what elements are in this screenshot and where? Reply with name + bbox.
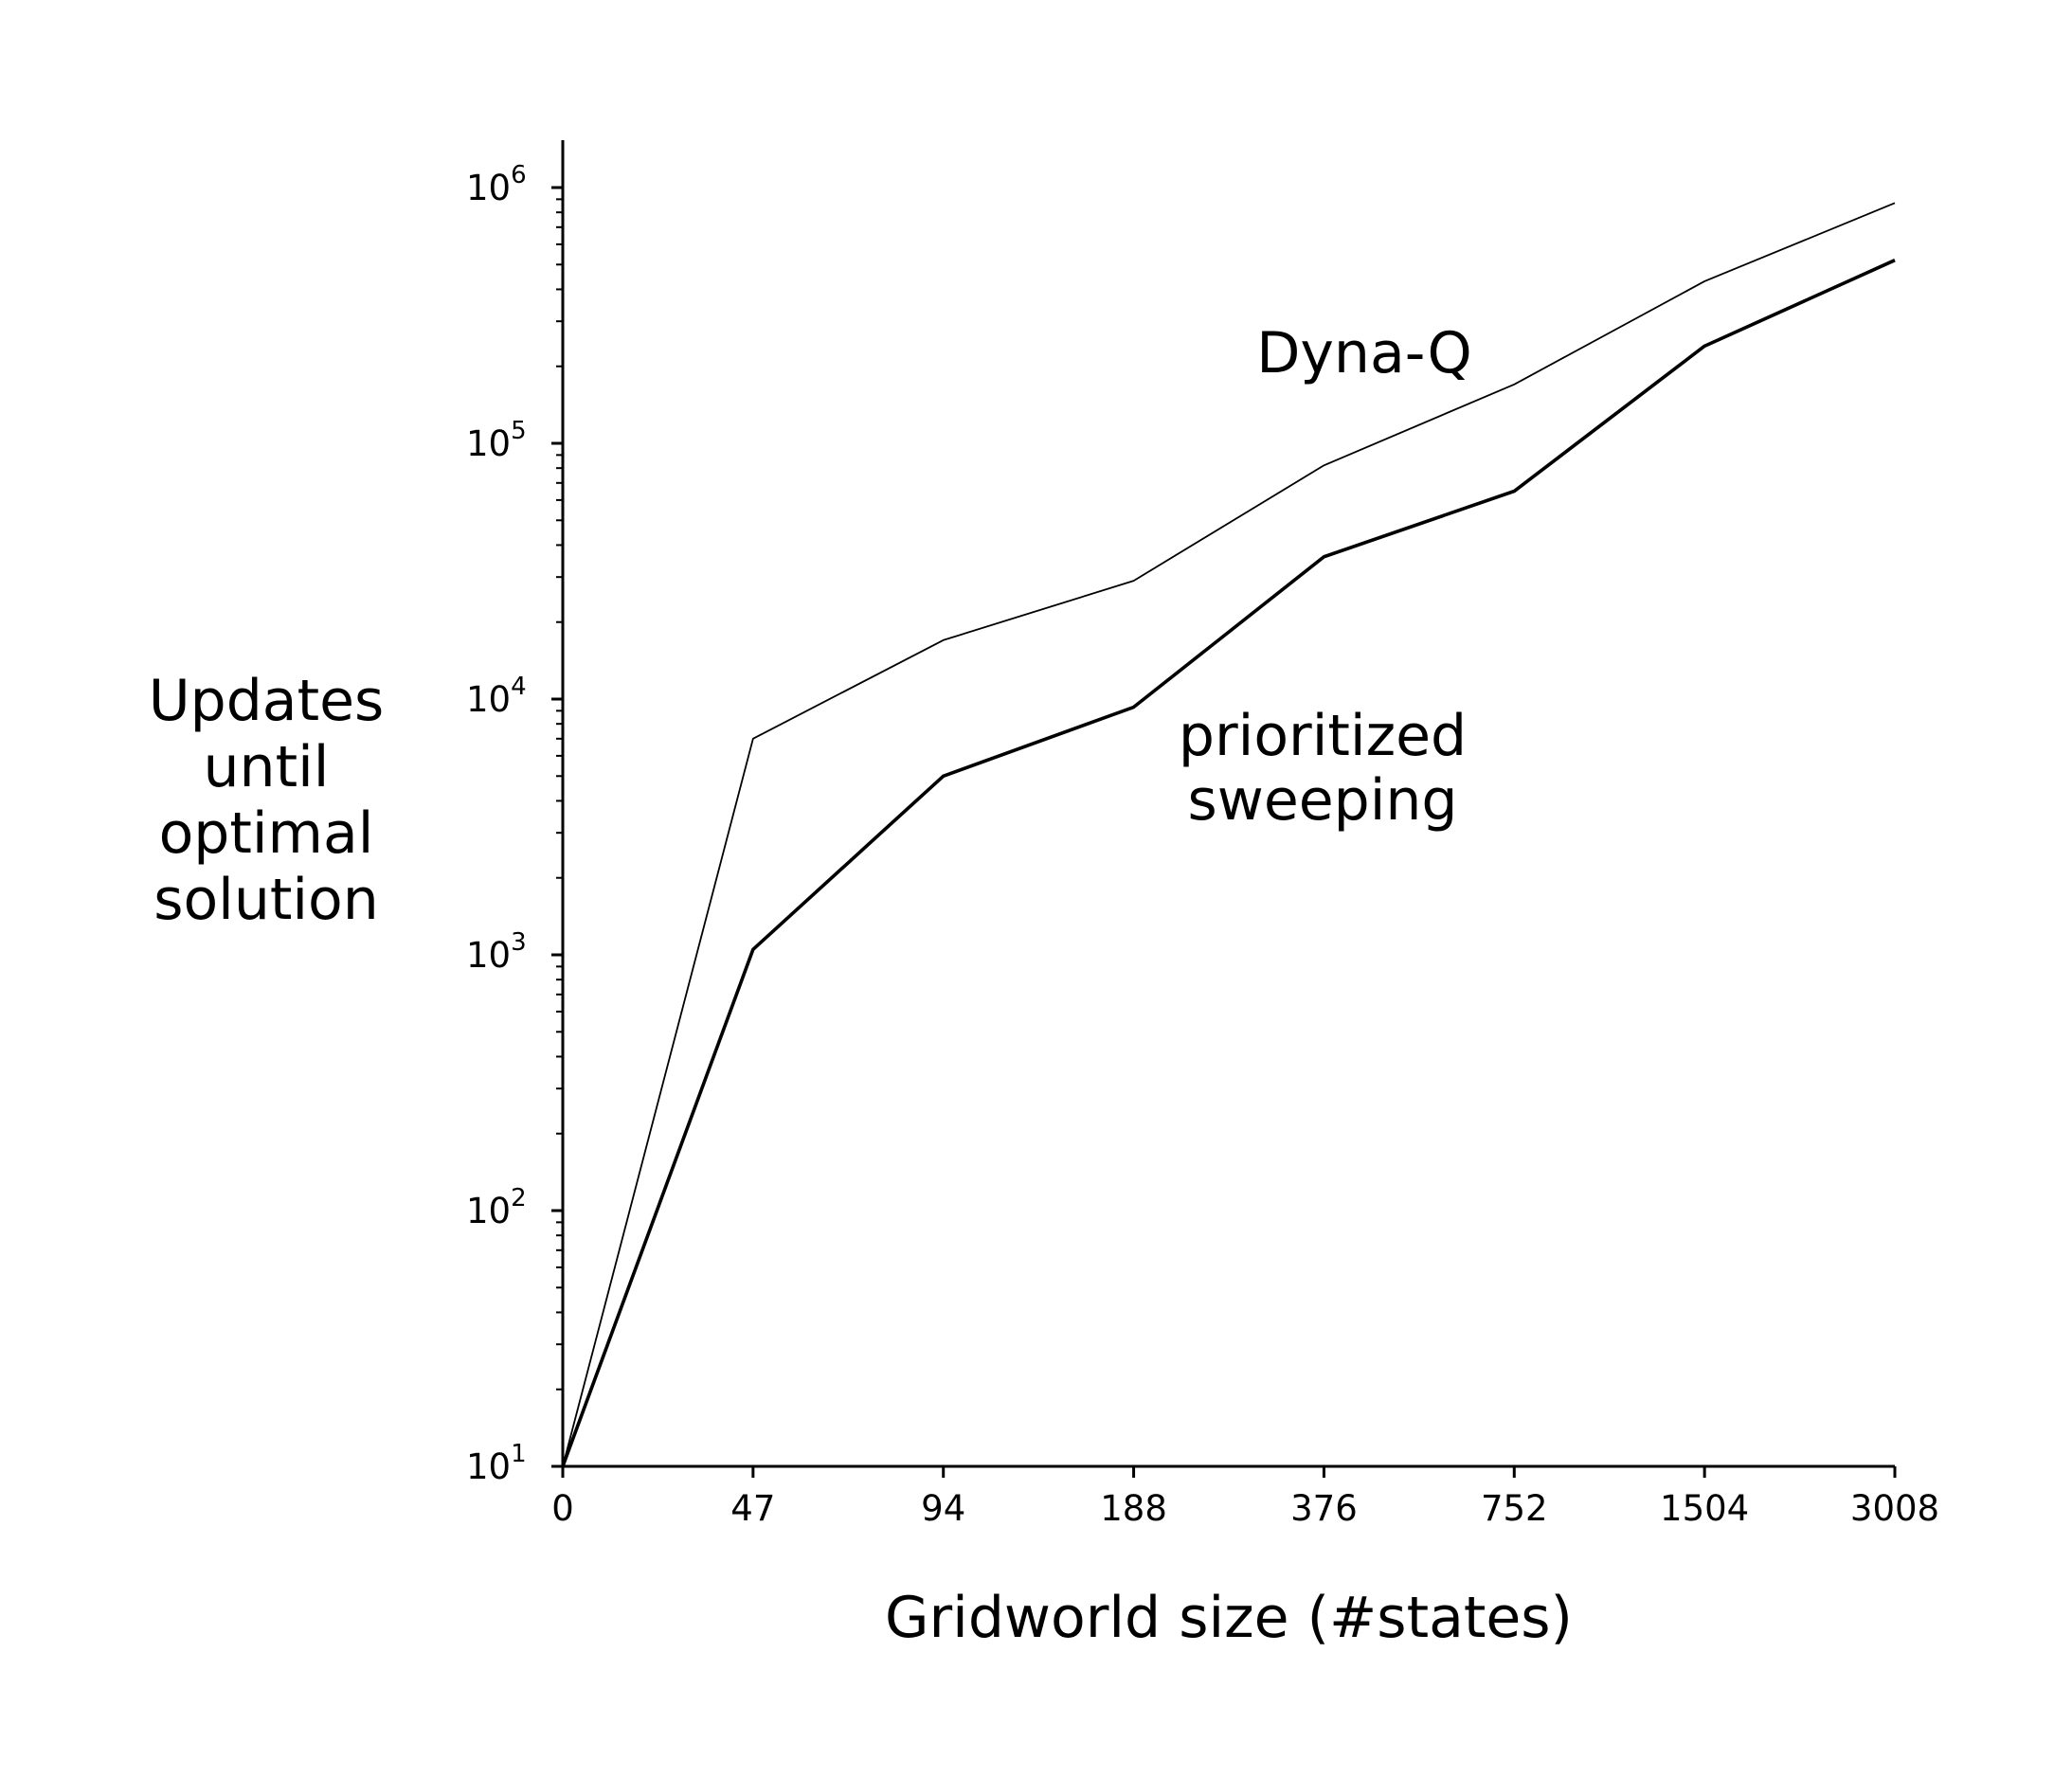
- x-ticks: 0 47 94 188 376 752 1504 3008: [551, 1466, 1939, 1529]
- x-tick-label: 3008: [1850, 1488, 1939, 1529]
- series-label-prioritized-sweeping-line-2: sweeping: [1187, 767, 1457, 834]
- y-tick-label: 101: [466, 1440, 527, 1487]
- x-tick-label: 94: [921, 1488, 965, 1529]
- x-tick-label: 47: [730, 1488, 775, 1529]
- y-tick-label: 105: [466, 417, 527, 464]
- x-tick-label: 752: [1481, 1488, 1548, 1529]
- y-tick-label: 102: [466, 1184, 527, 1231]
- x-tick-label: 1504: [1660, 1488, 1749, 1529]
- series-line-prioritized-sweeping: [561, 259, 1896, 1467]
- series-label-prioritized-sweeping-line-1: prioritized: [1179, 703, 1467, 769]
- x-tick-label: 0: [551, 1488, 574, 1529]
- y-tick-label: 106: [466, 161, 527, 208]
- x-tick-label: 188: [1100, 1488, 1167, 1529]
- series-label-prioritized-sweeping: prioritized sweeping: [1179, 703, 1467, 834]
- y-axis-title: Updates until optimal solution: [149, 668, 385, 933]
- y-tick-label: 104: [466, 673, 527, 720]
- y-tick-label: 103: [466, 928, 527, 976]
- y-axis-title-line-1: Updates: [149, 668, 385, 734]
- y-ticks: 101 102 103 104 105 106: [466, 161, 563, 1487]
- x-tick-label: 376: [1290, 1488, 1358, 1529]
- x-axis-title: Gridworld size (#states): [885, 1585, 1573, 1651]
- series-layer: [561, 202, 1896, 1467]
- series-line-dyna-q: [562, 202, 1896, 1467]
- y-axis-title-line-2: until: [204, 734, 330, 800]
- series-label-dyna-q: Dyna-Q: [1256, 320, 1472, 386]
- y-axis-title-line-4: solution: [153, 867, 379, 933]
- y-axis-title-line-3: optimal: [159, 800, 374, 867]
